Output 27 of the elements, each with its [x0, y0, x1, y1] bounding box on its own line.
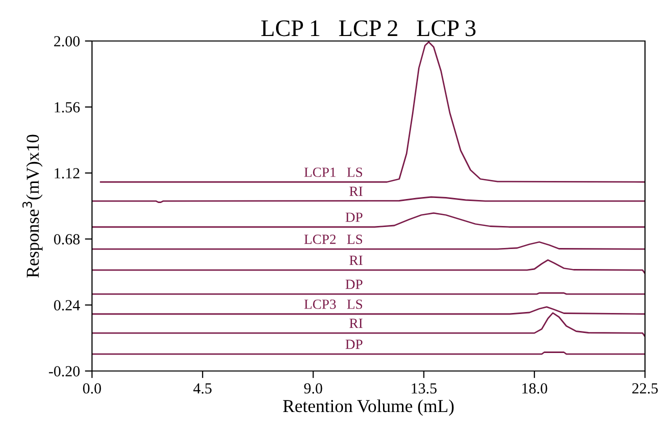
y-tick-label: 0.68 [54, 234, 80, 245]
series-label: LCP1 LS [304, 168, 362, 177]
x-tick-label: 0.0 [83, 383, 101, 394]
series-label: DP [346, 280, 362, 289]
y-tick-label: 0.24 [54, 300, 80, 311]
series-label: DP [346, 212, 362, 222]
series-label: LCP2 LS [304, 234, 362, 244]
x-axis-title: Retention Volume (mL) [283, 399, 454, 416]
x-tick-label: 22.5 [632, 383, 658, 394]
x-tick-label: 18.0 [522, 383, 548, 394]
y-tick-label: 2.00 [54, 36, 80, 47]
series-label: RI [349, 318, 362, 328]
x-tick-label: 13.5 [412, 383, 437, 394]
y-axis-title: Response$^{3}$(mV)x10 [22, 134, 43, 278]
chart-title: LCP 1 LCP 2 LCP 3 [261, 20, 476, 36]
y-tick-label: 1.56 [54, 102, 80, 113]
x-tick-label: 9.0 [304, 383, 322, 394]
series-label: RI [349, 186, 362, 196]
series-label: RI [349, 256, 362, 265]
y-tick-label: -0.20 [48, 366, 80, 377]
line-series [92, 212, 645, 228]
x-tick-label: 4.5 [193, 383, 212, 394]
line-series [92, 312, 645, 338]
series-label: DP [346, 340, 362, 349]
line-series [100, 41, 645, 183]
series-label: LCP3 LS [304, 300, 362, 309]
y-tick-label: 1.12 [54, 168, 80, 179]
